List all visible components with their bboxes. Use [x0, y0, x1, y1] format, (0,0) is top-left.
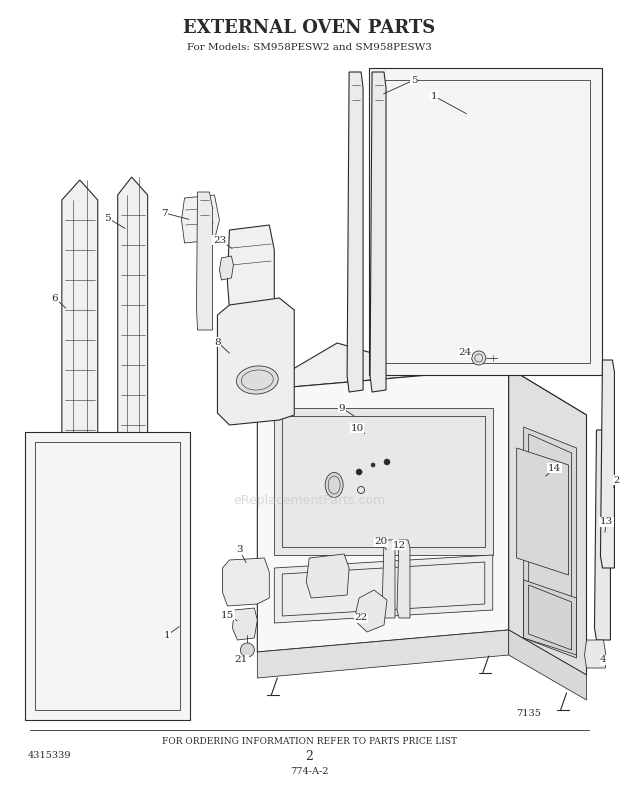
Text: 12: 12 [392, 540, 405, 550]
Text: 8: 8 [214, 337, 221, 347]
Circle shape [241, 643, 254, 657]
Text: 20: 20 [374, 538, 388, 546]
Polygon shape [370, 72, 386, 392]
Text: 1: 1 [430, 92, 437, 101]
Polygon shape [397, 540, 410, 618]
Text: 7135: 7135 [516, 710, 541, 718]
Polygon shape [257, 343, 587, 415]
Text: 6: 6 [51, 294, 58, 303]
Text: 13: 13 [600, 517, 613, 527]
Text: 9: 9 [339, 403, 345, 413]
Circle shape [356, 469, 362, 475]
Text: EXTERNAL OVEN PARTS: EXTERNAL OVEN PARTS [183, 19, 435, 37]
Polygon shape [508, 368, 587, 675]
Polygon shape [182, 195, 219, 243]
Polygon shape [25, 432, 190, 720]
Polygon shape [382, 540, 395, 618]
Text: 14: 14 [548, 463, 561, 473]
Text: eReplacementParts.com: eReplacementParts.com [233, 493, 386, 507]
Text: 774-A-2: 774-A-2 [290, 767, 329, 776]
Polygon shape [354, 590, 387, 632]
Text: 5: 5 [104, 214, 111, 223]
Text: 4: 4 [600, 656, 607, 664]
Polygon shape [306, 554, 349, 598]
Text: 1: 1 [164, 630, 171, 639]
Circle shape [384, 459, 390, 465]
Text: 4315339: 4315339 [28, 752, 72, 760]
Text: For Models: SM958PESW2 and SM958PESW3: For Models: SM958PESW2 and SM958PESW3 [187, 43, 432, 51]
Text: 7: 7 [161, 208, 168, 218]
Text: FOR ORDERING INFORMATION REFER TO PARTS PRICE LIST: FOR ORDERING INFORMATION REFER TO PARTS … [162, 737, 457, 747]
Polygon shape [516, 448, 569, 575]
Polygon shape [218, 298, 294, 425]
Polygon shape [232, 608, 257, 640]
Text: 5: 5 [410, 75, 417, 85]
Text: 2: 2 [305, 749, 313, 763]
Polygon shape [274, 408, 493, 555]
Ellipse shape [325, 473, 343, 497]
Polygon shape [595, 430, 611, 640]
Polygon shape [524, 580, 577, 655]
Text: 2: 2 [613, 475, 619, 485]
Polygon shape [369, 68, 603, 375]
Text: 23: 23 [213, 235, 226, 245]
Polygon shape [223, 558, 269, 606]
Polygon shape [601, 360, 614, 568]
Polygon shape [228, 225, 274, 308]
Ellipse shape [236, 366, 278, 394]
Polygon shape [274, 555, 493, 623]
Circle shape [371, 463, 375, 467]
Polygon shape [219, 256, 233, 280]
Polygon shape [257, 630, 508, 678]
Text: 21: 21 [235, 656, 248, 664]
Polygon shape [585, 640, 606, 668]
Text: 15: 15 [221, 611, 234, 619]
Text: 24: 24 [458, 348, 471, 356]
Polygon shape [347, 72, 363, 392]
Polygon shape [197, 192, 213, 330]
Polygon shape [257, 368, 508, 652]
Text: 3: 3 [236, 546, 242, 554]
Text: 22: 22 [355, 614, 368, 623]
Polygon shape [524, 427, 577, 658]
Polygon shape [508, 630, 587, 700]
Polygon shape [118, 177, 148, 548]
Circle shape [472, 351, 485, 365]
Text: 10: 10 [350, 424, 364, 432]
Polygon shape [62, 180, 98, 555]
